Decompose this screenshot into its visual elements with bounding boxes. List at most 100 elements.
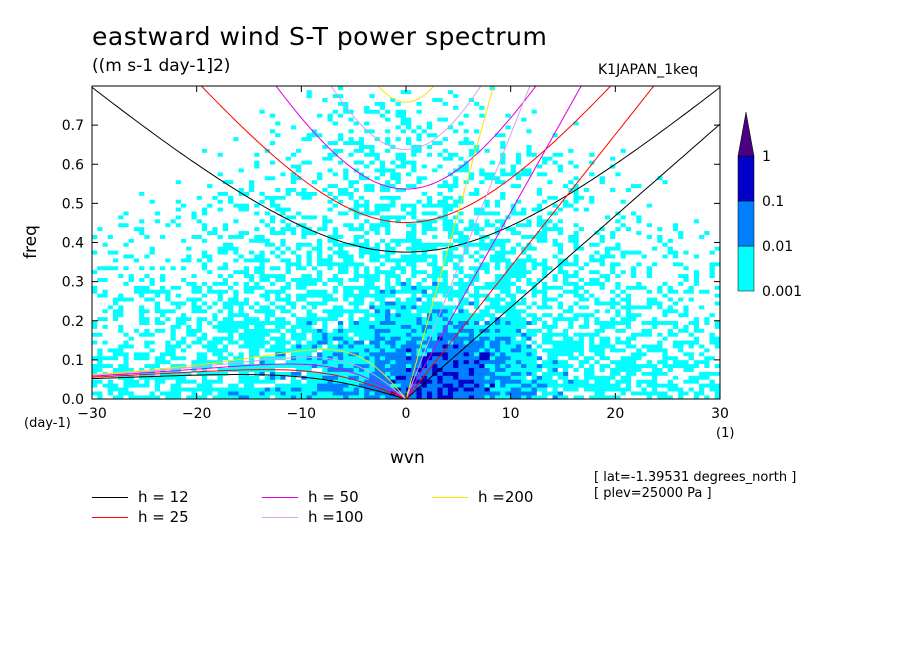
power-cell bbox=[631, 309, 637, 314]
power-cell bbox=[583, 285, 590, 290]
power-cell bbox=[379, 336, 386, 341]
power-cell bbox=[411, 348, 417, 353]
power-cell bbox=[709, 238, 716, 243]
power-cell bbox=[426, 316, 433, 322]
power-cell bbox=[578, 285, 585, 290]
power-cell bbox=[468, 242, 475, 247]
power-cell bbox=[112, 320, 119, 325]
power-cell bbox=[275, 250, 281, 255]
power-cell bbox=[264, 312, 271, 318]
power-cell bbox=[589, 355, 595, 361]
power-cell bbox=[160, 352, 166, 357]
power-cell bbox=[610, 265, 616, 271]
power-cell bbox=[385, 344, 391, 349]
power-cell bbox=[107, 293, 114, 298]
power-cell bbox=[364, 312, 370, 318]
power-cell bbox=[133, 344, 140, 349]
power-cell bbox=[222, 254, 229, 259]
power-cell bbox=[212, 265, 218, 271]
power-cell bbox=[437, 359, 443, 365]
power-cell bbox=[285, 340, 292, 345]
power-cell bbox=[112, 250, 119, 255]
power-cell bbox=[620, 371, 627, 376]
power-cell bbox=[133, 265, 140, 271]
power-cell bbox=[102, 265, 108, 271]
power-cell bbox=[667, 254, 674, 259]
power-cell bbox=[589, 289, 595, 294]
power-cell bbox=[254, 269, 260, 275]
power-cell bbox=[599, 359, 606, 365]
power-cell bbox=[557, 375, 564, 380]
power-cell bbox=[102, 293, 108, 298]
power-cell bbox=[400, 238, 407, 243]
power-cell bbox=[531, 371, 538, 376]
power-cell bbox=[254, 379, 260, 384]
power-cell bbox=[468, 277, 475, 282]
power-cell bbox=[416, 254, 422, 259]
power-cell bbox=[563, 242, 569, 247]
power-cell bbox=[112, 285, 119, 290]
power-cell bbox=[636, 371, 642, 376]
power-cell bbox=[704, 371, 710, 376]
power-cell bbox=[311, 246, 318, 251]
power-cell bbox=[123, 363, 129, 368]
power-cell bbox=[479, 332, 485, 337]
power-cell bbox=[207, 234, 213, 239]
power-cell bbox=[479, 269, 485, 275]
power-cell bbox=[280, 391, 286, 396]
power-cell bbox=[494, 367, 501, 372]
power-cell bbox=[207, 352, 213, 357]
power-cell bbox=[317, 395, 323, 399]
power-cell bbox=[463, 309, 470, 314]
power-cell bbox=[290, 320, 297, 325]
power-cell bbox=[385, 265, 391, 271]
power-cell bbox=[233, 332, 239, 337]
power-cell bbox=[311, 250, 318, 255]
power-cell bbox=[526, 312, 532, 318]
power-cell bbox=[249, 316, 255, 322]
power-cell bbox=[594, 340, 600, 345]
power-cell bbox=[196, 301, 203, 306]
power-cell bbox=[468, 254, 475, 259]
power-cell bbox=[112, 258, 119, 263]
power-cell bbox=[186, 250, 192, 255]
power-cell bbox=[165, 273, 171, 279]
power-cell bbox=[348, 379, 354, 384]
power-cell bbox=[327, 359, 334, 365]
power-cell bbox=[557, 297, 564, 302]
power-cell bbox=[306, 250, 313, 255]
power-cell bbox=[589, 363, 595, 368]
power-cell bbox=[249, 391, 255, 396]
power-cell bbox=[154, 312, 161, 318]
power-cell bbox=[531, 355, 538, 361]
power-cell bbox=[180, 309, 187, 314]
power-cell bbox=[657, 305, 663, 310]
power-cell bbox=[133, 309, 140, 314]
power-cell bbox=[180, 375, 187, 380]
power-cell bbox=[620, 367, 627, 372]
power-cell bbox=[672, 363, 679, 368]
power-cell bbox=[92, 297, 98, 302]
power-cell bbox=[306, 242, 313, 247]
power-cell bbox=[160, 363, 166, 368]
power-cell bbox=[207, 285, 213, 290]
power-cell bbox=[426, 324, 433, 329]
power-cell bbox=[552, 383, 559, 388]
power-cell bbox=[269, 383, 276, 388]
power-cell bbox=[688, 391, 695, 396]
power-cell bbox=[160, 242, 166, 247]
power-cell bbox=[568, 246, 574, 251]
power-cell bbox=[453, 316, 459, 322]
power-cell bbox=[228, 379, 234, 384]
power-cell bbox=[228, 273, 234, 279]
power-cell bbox=[118, 316, 124, 322]
power-cell bbox=[385, 336, 391, 341]
power-cell bbox=[243, 258, 250, 263]
power-cell bbox=[102, 285, 108, 290]
power-cell bbox=[343, 309, 349, 314]
power-cell bbox=[243, 297, 250, 302]
power-cell bbox=[683, 348, 689, 353]
power-cell bbox=[557, 379, 564, 384]
power-cell bbox=[688, 332, 695, 337]
power-cell bbox=[583, 250, 590, 255]
